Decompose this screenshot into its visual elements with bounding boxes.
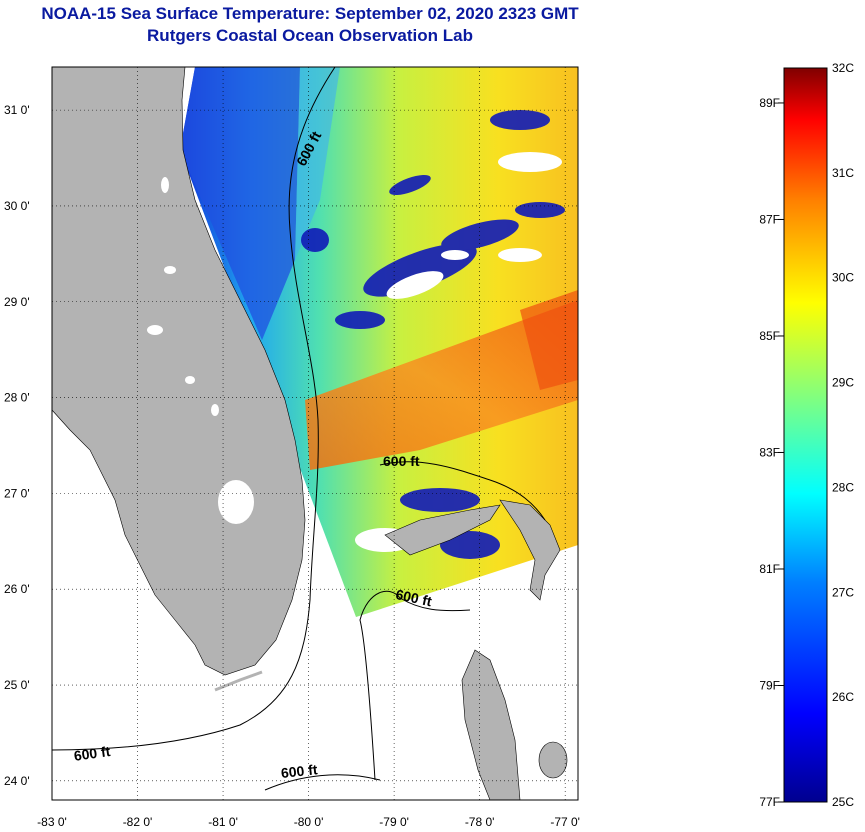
bahamas-island <box>538 741 568 779</box>
florida-landmass <box>52 67 306 676</box>
latitude-tick-label: 29 0' <box>4 295 30 309</box>
colorbar-celsius-label: 32C <box>832 61 854 75</box>
longitude-tick-label: -78 0' <box>465 815 495 829</box>
colorbar-celsius-label: 30C <box>832 271 854 285</box>
longitude-tick-label: -81 0' <box>208 815 238 829</box>
latitude-tick-label: 26 0' <box>4 582 30 596</box>
contour-label-600ft-keys: 600 ft <box>73 743 112 764</box>
depth-contours <box>52 67 546 791</box>
latitude-tick-label: 30 0' <box>4 199 30 213</box>
latitude-tick-label: 24 0' <box>4 774 30 788</box>
colorbar-fahrenheit-label: 81F <box>759 562 780 576</box>
contour-label-600ft-south: 600 ft <box>394 586 433 609</box>
latitude-tick-label: 25 0' <box>4 678 30 692</box>
longitude-tick-labels: -83 0' -82 0' -81 0' -80 0' -79 0' -78 0' -77 … <box>37 815 580 829</box>
longitude-tick-label: -82 0' <box>123 815 153 829</box>
latitude-tick-labels: 31 0' 30 0' 29 0' 28 0' 27 0' 26 0' 25 0' 24 0' <box>4 103 30 788</box>
colorbar-celsius-label: 31C <box>832 166 854 180</box>
colorbar-fahrenheit-label: 85F <box>759 329 780 343</box>
latitude-tick-label: 28 0' <box>4 391 30 405</box>
andros-island <box>461 649 521 800</box>
abaco-island <box>499 499 561 601</box>
colorbar-celsius-label: 25C <box>832 795 854 809</box>
longitude-tick-label: -83 0' <box>37 815 67 829</box>
colorbar-celsius-labels: 32C 31C 30C 29C 28C 27C 26C 25C <box>832 61 854 809</box>
latitude-tick-label: 31 0' <box>4 103 30 117</box>
colorbar-fahrenheit-label: 79F <box>759 678 780 692</box>
contour-label-600ft-straits: 600 ft <box>280 761 318 781</box>
colorbar-fahrenheit-label: 83F <box>759 445 780 459</box>
longitude-tick-label: -77 0' <box>550 815 580 829</box>
colorbar-celsius-label: 26C <box>832 690 854 704</box>
colorbar-fahrenheit-label: 77F <box>759 795 780 809</box>
map-title: NOAA-15 Sea Surface Temperature: Septemb… <box>41 4 579 23</box>
sst-swath <box>180 67 578 617</box>
grand-bahama-island <box>384 504 501 556</box>
map-subtitle: Rutgers Coastal Ocean Observation Lab <box>147 26 473 45</box>
colorbar-celsius-label: 27C <box>832 585 854 599</box>
colorbar-celsius-label: 28C <box>832 480 854 494</box>
map-frame <box>51 66 579 801</box>
colorbar-fahrenheit-label: 87F <box>759 212 780 226</box>
longitude-tick-label: -80 0' <box>294 815 324 829</box>
colorbar-fahrenheit-label: 89F <box>759 96 780 110</box>
lake-okeechobee <box>218 480 254 524</box>
colorbar-celsius-label: 29C <box>832 376 854 390</box>
colorbar-fahrenheit-labels: 89F 87F 85F 83F 81F 79F 77F <box>759 96 784 809</box>
contour-label-600ft-grand-bahama: 600 ft <box>383 453 420 469</box>
latitude-tick-label: 27 0' <box>4 486 30 500</box>
longitude-tick-label: -79 0' <box>379 815 409 829</box>
temperature-colorbar <box>783 67 828 803</box>
